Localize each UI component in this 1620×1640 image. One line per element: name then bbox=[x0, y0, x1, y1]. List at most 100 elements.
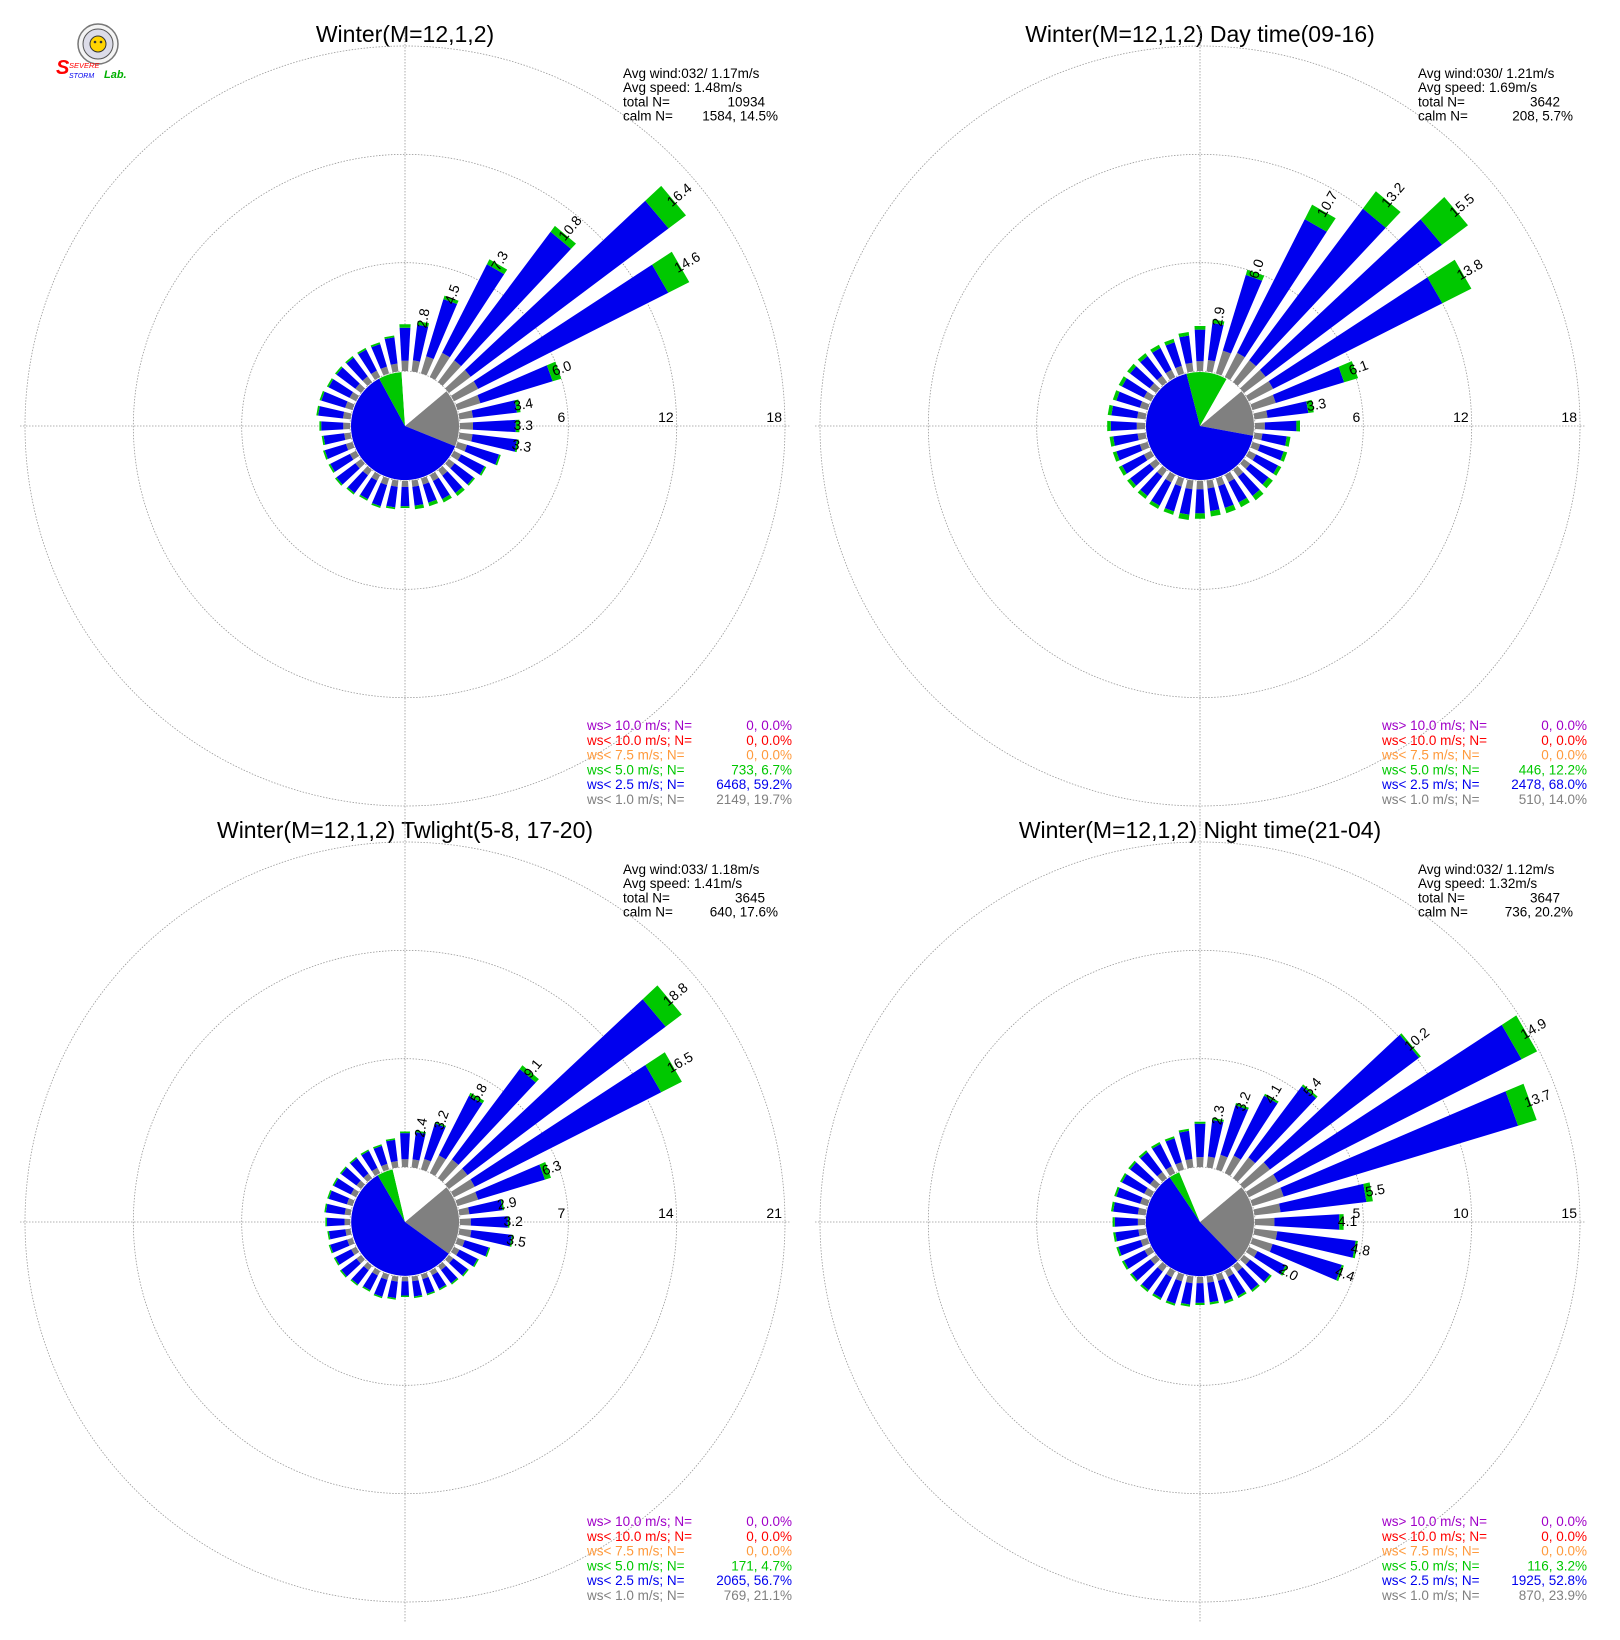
bar-segment-lt5 bbox=[1245, 269, 1265, 281]
bar-segment-lt25 bbox=[1195, 489, 1205, 514]
bar-segment-lt5 bbox=[1262, 477, 1273, 489]
bar-segment-lt25 bbox=[1220, 1105, 1248, 1158]
bar-segment-lt5 bbox=[332, 1177, 339, 1186]
pie-slice-calm bbox=[392, 1167, 447, 1222]
bar-segment-lt25 bbox=[1273, 1024, 1522, 1183]
bar-label: 6.1 bbox=[1346, 356, 1370, 378]
bar-segment-lt1 bbox=[355, 459, 365, 469]
legend-entry-label: ws< 2.5 m/s; N= bbox=[1381, 777, 1480, 792]
bar-segment-lt5 bbox=[1301, 1084, 1318, 1099]
legend-entry-value: 510, 14.0% bbox=[1519, 792, 1587, 807]
bar-segment-lt1 bbox=[1196, 1157, 1204, 1168]
bar-segment-lt1 bbox=[1157, 1171, 1167, 1182]
bar-segment-lt25 bbox=[1263, 1034, 1420, 1170]
bar-segment-lt25 bbox=[1261, 433, 1287, 446]
bar-segment-lt5 bbox=[1151, 1142, 1161, 1149]
bar-segment-lt25 bbox=[361, 1150, 378, 1172]
bar-segment-lt5 bbox=[455, 487, 465, 496]
bar-segment-lt5 bbox=[357, 347, 367, 355]
bar-segment-lt25 bbox=[374, 1277, 388, 1297]
wind-rose-panel-3: Winter(M=12,1,2) Twlight(5-8, 17-20) 7 14 2… bbox=[20, 817, 792, 1622]
bar-segment-lt1 bbox=[344, 432, 352, 440]
bar-segment-lt5 bbox=[417, 321, 429, 327]
bar-segment-lt25 bbox=[325, 1203, 346, 1215]
bar-segment-lt25 bbox=[350, 1158, 369, 1178]
bar-segment-lt5 bbox=[350, 1279, 359, 1286]
logo-text-severe: SEVERE bbox=[69, 61, 100, 70]
bar-segment-lt1 bbox=[1140, 1197, 1150, 1207]
bar-segment-lt1 bbox=[349, 392, 359, 402]
bar-label: 2.9 bbox=[496, 1193, 518, 1212]
stat-avg-wind: Avg wind:033/ 1.18m/s bbox=[623, 862, 760, 877]
legend-entry-label: ws< 2.5 m/s; N= bbox=[586, 1573, 685, 1588]
bar-label: 3.2 bbox=[430, 1108, 452, 1132]
bar-segment-lt25 bbox=[399, 327, 411, 361]
bar-label: 6.0 bbox=[1245, 257, 1267, 281]
bar-segment-lt25 bbox=[400, 1133, 410, 1160]
legend-entry-label: ws< 7.5 m/s; N= bbox=[586, 1544, 685, 1559]
bar-segment-lt5 bbox=[1212, 1117, 1224, 1122]
bar-segment-lt1 bbox=[1149, 1179, 1160, 1189]
bar-segment-lt5 bbox=[1212, 319, 1225, 325]
bar-segment-lt1 bbox=[1250, 1237, 1273, 1252]
bar-segment-lt25 bbox=[1280, 1091, 1519, 1197]
bar-segment-lt25 bbox=[1152, 1143, 1172, 1170]
legend-entry-label: ws< 2.5 m/s; N= bbox=[586, 777, 685, 792]
bar-segment-lt25 bbox=[1245, 463, 1269, 485]
bar-segment-lt25 bbox=[346, 357, 368, 381]
bar-segment-lt5 bbox=[1505, 1083, 1537, 1126]
bar-segment-lt5 bbox=[1285, 436, 1291, 447]
stat-calm-value: 736, 20.2% bbox=[1505, 905, 1573, 920]
bar-segment-lt5 bbox=[328, 463, 335, 473]
ring-label: 21 bbox=[766, 1205, 782, 1221]
stat-calm-value: 208, 5.7% bbox=[1512, 109, 1573, 124]
bar-segment-lt5 bbox=[319, 390, 325, 401]
bar-segment-lt25 bbox=[321, 421, 344, 431]
bar-segment-lt5 bbox=[462, 1268, 469, 1277]
bar-segment-lt25 bbox=[1179, 1130, 1193, 1161]
bar-segment-lt25 bbox=[335, 1249, 355, 1265]
bar-segment-lt25 bbox=[326, 1217, 345, 1227]
stat-total-label: total N= bbox=[1418, 94, 1465, 109]
stat-calm-label: calm N= bbox=[1418, 109, 1468, 124]
bar-segment-lt1 bbox=[1157, 1262, 1167, 1272]
bar-segment-lt1 bbox=[1175, 1272, 1185, 1282]
bar-segment-lt1 bbox=[401, 1276, 409, 1282]
bar-segment-lt25 bbox=[412, 1280, 423, 1297]
bar-segment-lt1 bbox=[420, 356, 434, 376]
bar-segment-lt1 bbox=[420, 476, 430, 485]
bar-segment-lt25 bbox=[1257, 444, 1284, 461]
pie-slice-lt25 bbox=[1145, 373, 1254, 480]
bar-segment-lt25 bbox=[1131, 1259, 1155, 1281]
bar-segment-lt5 bbox=[326, 378, 334, 388]
bar-segment-lt5 bbox=[1113, 1232, 1117, 1242]
bar-segment-lt5 bbox=[1251, 1284, 1260, 1292]
bar-segment-lt5 bbox=[1427, 259, 1472, 304]
bar-segment-lt25 bbox=[1259, 219, 1442, 377]
bar-segment-lt5 bbox=[400, 1131, 410, 1134]
bar-segment-lt25 bbox=[422, 482, 437, 503]
bar-segment-lt25 bbox=[1195, 1283, 1205, 1303]
bar-segment-lt1 bbox=[438, 1262, 447, 1271]
bar-segment-lt1 bbox=[451, 1179, 475, 1198]
pie-slice-lt1 bbox=[1200, 391, 1255, 436]
pie-slice-lt5 bbox=[1169, 1172, 1200, 1222]
bar-segment-lt25 bbox=[330, 1239, 350, 1253]
bar-segment-lt1 bbox=[445, 459, 455, 469]
bar-segment-lt1 bbox=[1143, 450, 1154, 461]
bar-segment-lt5 bbox=[335, 477, 343, 486]
bar-segment-lt5 bbox=[1178, 332, 1190, 338]
bar-segment-lt5 bbox=[1264, 1093, 1279, 1104]
bar-segment-lt25 bbox=[336, 463, 360, 485]
bar-segment-lt25 bbox=[1207, 1281, 1219, 1303]
bar-segment-lt25 bbox=[1238, 472, 1260, 496]
bar-segment-lt1 bbox=[1165, 369, 1176, 380]
bar-label: 6.3 bbox=[540, 1157, 564, 1179]
pie-slice-lt5 bbox=[1186, 371, 1227, 426]
legend-entry-value: 0, 0.0% bbox=[746, 733, 792, 748]
bar-segment-lt25 bbox=[372, 482, 388, 507]
pie-slice-lt1 bbox=[1200, 1187, 1254, 1261]
legend-entry-label: ws< 10.0 m/s; N= bbox=[586, 1529, 692, 1544]
stat-avg-wind: Avg wind:032/ 1.17m/s bbox=[623, 66, 760, 81]
